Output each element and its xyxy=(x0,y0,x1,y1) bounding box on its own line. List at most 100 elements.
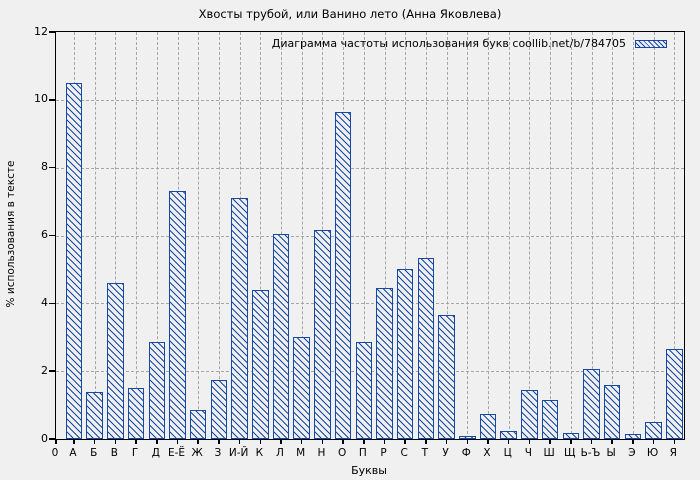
x-tick-label-Ж: Ж xyxy=(191,447,203,459)
bar-М xyxy=(293,337,310,439)
x-tick-label-Х: Х xyxy=(483,447,491,459)
bar-Ю xyxy=(645,422,662,439)
x-tick-О xyxy=(342,439,344,444)
x-tick-label-Э: Э xyxy=(628,447,636,459)
x-tick-label-П: П xyxy=(358,447,367,459)
bar-Б xyxy=(86,391,103,439)
x-tick-Ч xyxy=(528,439,531,444)
y-tick-label-4: 4 xyxy=(41,295,48,309)
bar-Ц xyxy=(500,430,517,439)
v-gridline-Ь-Ъ xyxy=(591,32,593,439)
bar-Ч xyxy=(521,389,538,439)
v-gridline-В xyxy=(115,32,117,439)
bar-Р xyxy=(376,288,393,439)
v-gridline-У xyxy=(446,32,448,439)
v-gridline-Ю xyxy=(653,32,655,439)
bar-Ж xyxy=(189,410,207,439)
chart-title: Хвосты трубой, или Ванино лето (Анна Яко… xyxy=(198,7,502,21)
x-tick-label-Н: Н xyxy=(317,447,326,459)
x-tick-Ф xyxy=(466,439,469,444)
v-gridline-Я xyxy=(674,32,676,439)
x-axis-title: Буквы xyxy=(351,464,387,477)
x-tick-Ь-Ъ xyxy=(590,439,593,444)
plot-area xyxy=(49,31,685,444)
v-gridline-П xyxy=(363,32,365,439)
v-gridline-Х xyxy=(488,32,489,439)
y-tick-12 xyxy=(49,31,55,33)
x-tick-label-Ю: Ю xyxy=(646,447,659,459)
v-gridline-Ш xyxy=(550,32,552,439)
x-tick-Н xyxy=(321,439,324,444)
y-tick-label-2: 2 xyxy=(41,363,48,377)
x-tick-П xyxy=(363,439,365,444)
x-tick-А xyxy=(73,439,75,444)
bar-Н xyxy=(314,230,331,439)
x-tick-label-Ы: Ы xyxy=(606,447,616,459)
v-gridline-Т xyxy=(425,32,427,439)
y-tick-10 xyxy=(49,99,55,101)
x-tick-Х xyxy=(487,439,489,444)
x-tick-Э xyxy=(632,439,634,444)
v-gridline-Ч xyxy=(529,32,531,439)
x-tick-label-Г: Г xyxy=(131,447,139,459)
x-tick-label-В: В xyxy=(110,447,118,459)
x-tick-К xyxy=(259,439,262,444)
bar-Д xyxy=(148,342,166,439)
bar-Х xyxy=(479,413,497,439)
x-tick-label-Е-Ё: Е-Ё xyxy=(167,447,186,459)
y-tick-label-0: 0 xyxy=(41,431,48,445)
legend-label: Диаграмма частоты использования букв coo… xyxy=(271,37,626,50)
v-gridline-Ы xyxy=(612,32,614,439)
y-tick-label-12: 12 xyxy=(34,24,48,38)
x-tick-Л xyxy=(280,439,282,444)
x-tick-label-Я: Я xyxy=(669,447,677,459)
bar-Щ xyxy=(562,433,580,439)
y-tick-4 xyxy=(49,302,55,305)
v-gridline-З xyxy=(218,32,220,439)
v-gridline-Э xyxy=(632,32,634,439)
bar-Е-Ё xyxy=(169,191,186,439)
y-tick-2 xyxy=(49,370,55,372)
y-tick-label-10: 10 xyxy=(34,92,48,106)
x-tick-Г xyxy=(135,439,137,444)
x-tick-label-Ц: Ц xyxy=(503,447,512,459)
bar-А xyxy=(65,82,83,439)
x-tick-В xyxy=(114,439,117,444)
x-tick-С xyxy=(404,439,406,444)
bar-Л xyxy=(272,233,290,439)
v-gridline-Д xyxy=(156,32,158,439)
y-tick-label-6: 6 xyxy=(41,228,48,241)
x-tick-У xyxy=(445,439,448,444)
v-gridline-С xyxy=(405,32,407,439)
x-tick-Б xyxy=(93,439,96,444)
y-tick-0 xyxy=(49,438,55,440)
x-tick-Ю xyxy=(652,439,655,444)
bar-К xyxy=(252,289,269,439)
bar-С xyxy=(396,269,414,439)
x-tick-label-Ч: Ч xyxy=(524,447,532,459)
bar-Г xyxy=(127,388,145,439)
x-tick-label-С: С xyxy=(400,447,408,459)
bar-Ф xyxy=(459,436,476,439)
bar-Ш xyxy=(541,400,559,439)
h-gridline-10 xyxy=(56,99,684,101)
x-tick-Я xyxy=(673,439,676,444)
x-tick-label-О: О xyxy=(337,447,347,459)
bar-П xyxy=(355,342,373,439)
legend: Диаграмма частоты использования букв coo… xyxy=(272,37,667,50)
x-tick-label-Ш: Ш xyxy=(543,447,555,459)
x-tick-З xyxy=(218,439,220,444)
x-tick-Р xyxy=(383,439,386,444)
bar-У xyxy=(438,315,455,439)
x-tick-label-И-Й: И-Й xyxy=(228,447,249,459)
bar-Т xyxy=(417,257,435,439)
x-tick-Е-Ё xyxy=(176,439,179,444)
v-gridline-Г xyxy=(136,32,138,439)
y-tick-6 xyxy=(49,234,55,237)
v-gridline-К xyxy=(260,32,262,439)
x-tick-label-У: У xyxy=(442,447,449,459)
x-tick-label-М: М xyxy=(296,447,306,459)
x-tick-Ш xyxy=(549,439,551,444)
y-tick-8 xyxy=(49,166,55,169)
bar-З xyxy=(210,379,228,439)
